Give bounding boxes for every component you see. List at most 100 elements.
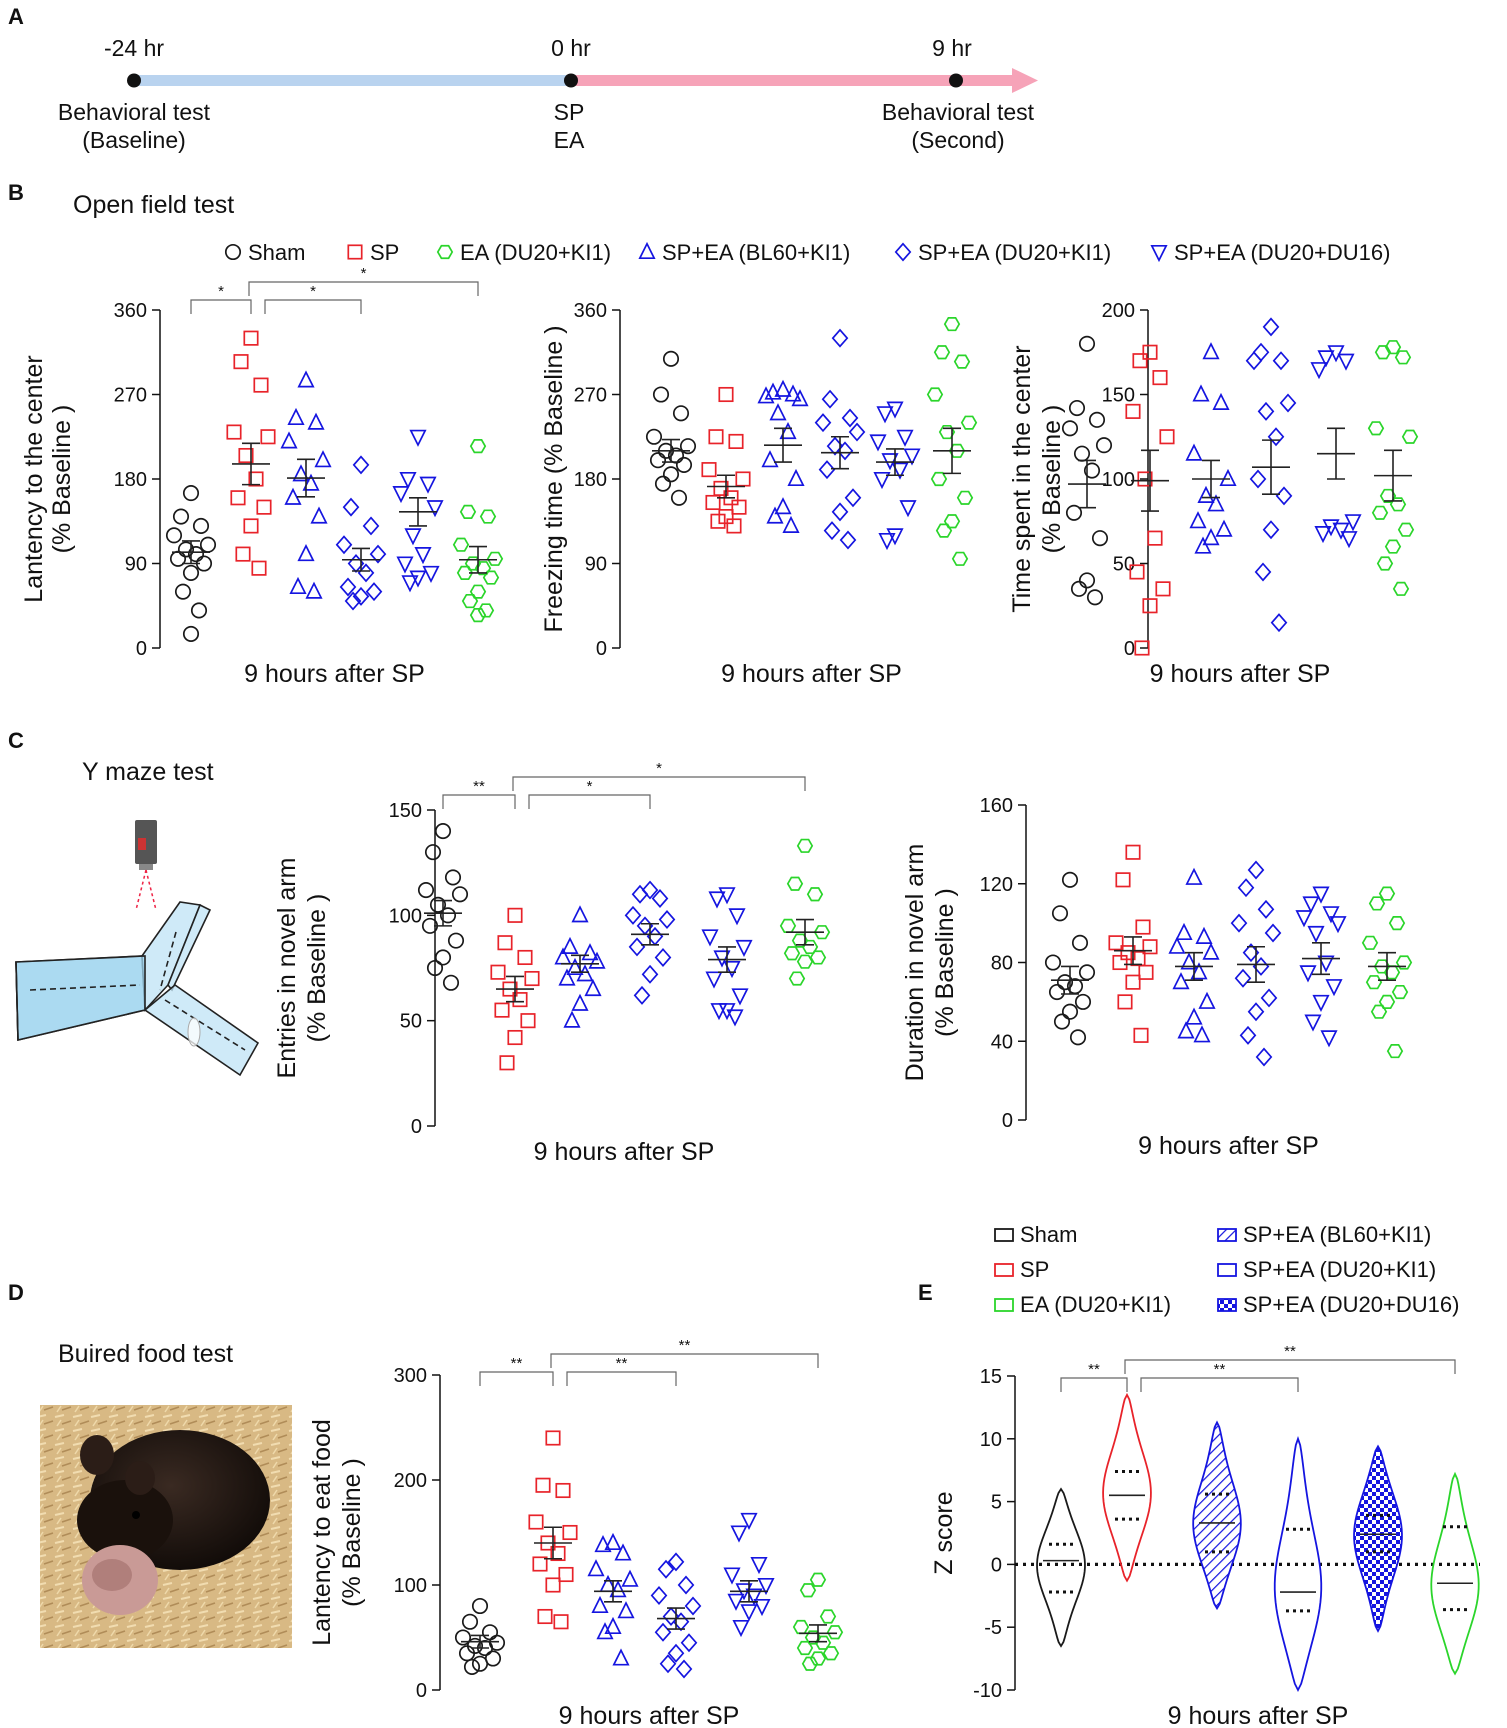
data-point [1095,437,1113,454]
data-point [1401,429,1419,444]
y-axis-label: Z score [930,1491,958,1574]
data-point [792,1619,810,1635]
legend-item: EA (DU20+KI1) [436,240,611,265]
y-tick-label: 90 [125,554,147,576]
bracket-line [190,299,252,314]
data-point [1378,994,1396,1009]
data-point [1133,1027,1149,1043]
violin-sham [1036,1487,1086,1648]
data-point [1340,531,1358,549]
series-sp-ea-du20-ki1- [1245,317,1297,633]
data-point [1147,530,1163,546]
y-tick-label: 50 [400,1011,422,1033]
legend-marker [1150,244,1168,263]
data-point [576,964,594,982]
data-point [822,1646,840,1661]
data-point [1332,522,1350,540]
legend-label: SP+EA (BL60+KI1) [1243,1222,1431,1247]
data-point [555,1482,571,1499]
panel-label-b: B [8,180,24,205]
series-sp-ea-du20-du16- [1310,345,1362,549]
y-axis-label: (% Baseline ) [1038,405,1066,554]
data-point [731,988,749,1006]
data-point [926,387,944,402]
data-point [1386,1044,1404,1059]
significance-bracket: * [248,265,479,296]
data-point [524,970,540,987]
data-point [1371,505,1389,520]
data-point [414,547,432,565]
data-point [723,1567,741,1585]
legend-label: SP+EA (DU20+DU16) [1243,1292,1459,1317]
timeline-label-baseline-2: (Baseline) [82,127,186,153]
data-point [621,1569,639,1587]
data-point [701,929,719,947]
data-point [490,964,506,980]
y-axis-label: Lantency to eat food [308,1419,336,1646]
data-point [1073,445,1091,462]
series-sp-ea-du20-ki1- [624,880,676,1005]
timeline-point-baseline [127,73,141,88]
data-point [731,499,747,515]
data-point [1302,896,1320,914]
data-point [1070,580,1088,597]
data-point [1239,1025,1257,1045]
y-maze-illustration [15,820,260,1077]
data-point [1192,384,1210,402]
legend-open-field: Sham SP EA (DU20+KI1) SP+EA (BL60+KI1) SP+EA… [224,240,1390,265]
violin-sp-ea-du20-ki1- [1273,1436,1323,1692]
series-sp [701,386,751,534]
data-point [783,946,801,961]
significance-label: ** [1214,1361,1226,1378]
data-point [710,1003,728,1021]
significance-bracket: ** [442,778,516,809]
legend-item: SP+EA (DU20+DU16) [1217,1292,1459,1317]
data-point [297,370,315,388]
x-axis-label: 9 hours after SP [721,660,902,688]
data-point [1299,965,1317,983]
data-point [297,544,315,562]
data-point [1175,922,1193,941]
data-point [182,485,200,502]
data-point [701,462,717,478]
data-point [708,891,726,909]
data-point [705,971,723,989]
data-point [641,880,659,900]
data-point [1247,860,1265,880]
data-point [1272,351,1290,371]
chart-latency-eat-food: 0 100 200 300 Lantency to eat food (% Baselin… [308,1337,844,1728]
data-point [1194,536,1212,554]
bracket-line [550,1353,819,1368]
data-point [1108,935,1124,951]
timeline-point-treatment [564,73,578,88]
y-tick-label: 180 [114,469,147,491]
data-point [1129,564,1145,580]
data-point [1344,514,1362,532]
bracket-line [248,281,479,296]
data-point [1134,640,1150,656]
data-point [1078,964,1096,981]
data-point [1159,429,1175,445]
data-point [1394,350,1412,365]
data-point [1202,342,1220,360]
data-point [396,556,414,574]
open-field-title: Open field test [73,191,234,219]
data-point [730,1525,748,1543]
data-point [1135,919,1151,935]
timeline-label-treatment-2: EA [554,127,585,153]
y-tick-label: 270 [114,385,147,407]
data-point [1061,1003,1079,1020]
legend-label: SP [1020,1257,1049,1282]
data-point [1367,421,1385,436]
data-point [1142,939,1158,955]
significance-bracket: * [264,283,362,314]
data-point [424,844,442,861]
x-axis-label: 9 hours after SP [1138,1132,1319,1160]
significance-bracket: * [512,760,806,791]
data-point [444,869,462,886]
series-sp-ea-du20-ki1- [335,455,387,611]
data-point [1112,954,1128,971]
series-sham [165,485,217,642]
data-point [497,935,513,951]
data-point [784,384,802,402]
